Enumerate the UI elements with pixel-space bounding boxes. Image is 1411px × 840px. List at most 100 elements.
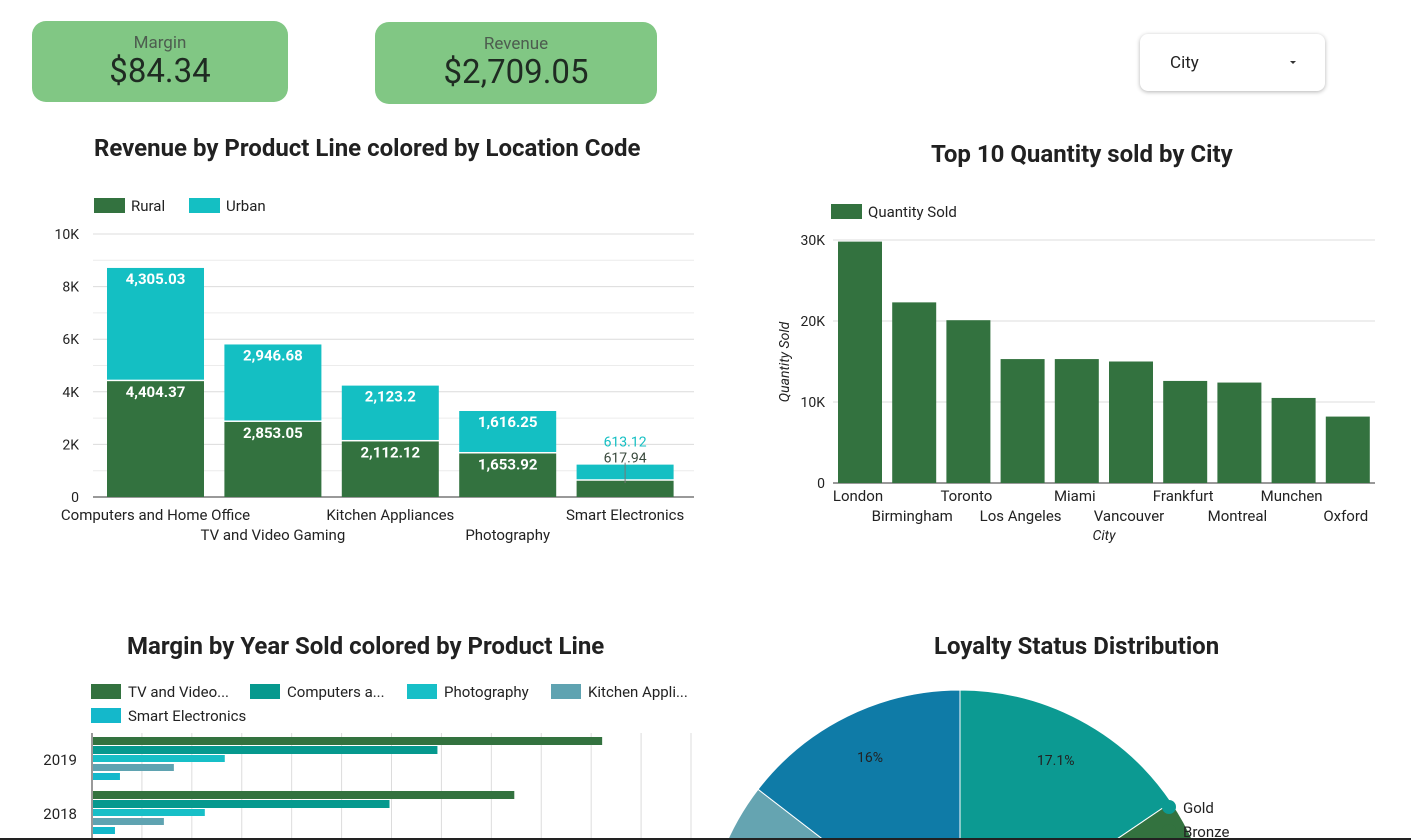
revenue-data-label-urban: 4,305.03 xyxy=(126,270,186,288)
quantity-y-tick: 30K xyxy=(800,233,825,249)
revenue-legend-label-urban: Urban xyxy=(226,197,266,215)
quantity-x-tick: Oxford xyxy=(1323,507,1368,525)
margin-legend-swatch xyxy=(250,684,280,699)
quantity-bar xyxy=(1325,416,1370,483)
revenue-bar-urban xyxy=(107,267,204,380)
margin-legend-swatch xyxy=(91,708,121,723)
revenue-bar-rural xyxy=(459,453,557,497)
loyalty-slice xyxy=(727,788,825,840)
margin-bar xyxy=(93,746,438,754)
loyalty-slice-label: 17.1% xyxy=(1037,753,1075,769)
revenue-x-tick: Kitchen Appliances xyxy=(326,506,454,524)
margin-legend-label: Computers a... xyxy=(287,683,385,701)
revenue-chart-title: Revenue by Product Line colored by Locat… xyxy=(94,134,641,162)
quantity-bar xyxy=(946,320,991,483)
city-filter-label: City xyxy=(1170,52,1199,73)
quantity-chart-title: Top 10 Quantity sold by City xyxy=(931,140,1233,168)
quantity-bar xyxy=(1271,397,1316,483)
margin-legend-label: Kitchen Appli... xyxy=(588,683,688,701)
loyalty-slice-label: 16% xyxy=(857,750,883,766)
margin-bar xyxy=(93,800,390,808)
revenue-label: Revenue xyxy=(483,34,549,54)
revenue-data-label-rural: 617.94 xyxy=(604,451,647,467)
loyalty-legend-label: Bronze xyxy=(1183,823,1229,840)
quantity-x-tick: Los Angeles xyxy=(980,507,1062,525)
quantity-legend-swatch xyxy=(831,204,862,219)
chevron-down-icon xyxy=(1290,61,1296,64)
margin-legend-swatch xyxy=(91,684,121,699)
margin-bar xyxy=(93,737,603,745)
quantity-bar xyxy=(838,241,882,483)
margin-bar xyxy=(93,755,225,762)
quantity-y-axis-label: Quantity Sold xyxy=(777,321,793,402)
quantity-x-tick: Birmingham xyxy=(872,507,953,525)
revenue-data-label-urban: 2,123.2 xyxy=(365,388,416,406)
quantity-bar xyxy=(1217,382,1262,483)
loyalty-chart-title: Loyalty Status Distribution xyxy=(934,632,1220,660)
margin-bar xyxy=(93,809,205,816)
quantity-x-tick: Frankfurt xyxy=(1153,487,1214,505)
quantity-y-tick: 20K xyxy=(800,314,825,330)
quantity-bar xyxy=(1054,359,1099,483)
revenue-bar-urban xyxy=(459,410,557,453)
margin-legend-label: Smart Electronics xyxy=(128,707,246,725)
margin-legend-swatch xyxy=(407,684,437,699)
revenue-y-tick: 0 xyxy=(71,490,79,506)
revenue-bar-rural xyxy=(576,480,674,497)
revenue-data-label-rural: 2,853.05 xyxy=(243,424,303,442)
revenue-data-label-rural: 2,112.12 xyxy=(360,443,420,461)
revenue-data-label-urban: 2,946.68 xyxy=(243,346,303,364)
revenue-y-tick: 8K xyxy=(62,280,79,296)
margin-bar xyxy=(93,818,164,825)
loyalty-legend-label: Gold xyxy=(1183,799,1214,817)
revenue-legend-swatch-urban xyxy=(189,198,220,213)
loyalty-legend-dot xyxy=(1162,800,1176,814)
margin-bar xyxy=(93,764,174,771)
quantity-x-tick: Vancouver xyxy=(1094,507,1165,525)
revenue-bar-rural xyxy=(224,421,322,497)
revenue-x-tick: TV and Video Gaming xyxy=(201,526,346,544)
loyalty-slice xyxy=(959,689,1173,840)
revenue-legend-swatch-rural xyxy=(94,198,125,213)
revenue-bar-rural xyxy=(107,381,204,497)
quantity-bar xyxy=(1000,359,1045,483)
quantity-bar xyxy=(1109,361,1153,483)
quantity-legend-label: Quantity Sold xyxy=(868,203,957,221)
margin-legend-swatch xyxy=(551,684,581,699)
revenue-value: $2,709.05 xyxy=(443,53,589,92)
revenue-bar-urban xyxy=(224,344,322,421)
quantity-bar xyxy=(1163,380,1208,483)
margin-label: Margin xyxy=(133,32,187,53)
margin-legend-label: Photography xyxy=(444,683,529,701)
revenue-data-label-rural: 1,653.92 xyxy=(478,456,538,474)
revenue-y-tick: 4K xyxy=(62,385,79,401)
revenue-bar-urban xyxy=(341,385,439,440)
revenue-legend-label-rural: Rural xyxy=(131,197,165,215)
quantity-x-axis-label: City xyxy=(1092,528,1116,544)
quantity-x-tick: Toronto xyxy=(940,487,992,505)
revenue-x-tick: Photography xyxy=(465,526,550,544)
margin-bar xyxy=(93,827,115,834)
revenue-y-tick: 10K xyxy=(54,227,79,243)
loyalty-slice xyxy=(757,689,961,840)
city-filter-dropdown[interactable]: City xyxy=(1140,34,1325,91)
revenue-data-label-rural: 4,404.37 xyxy=(126,383,186,401)
quantity-x-tick: London xyxy=(833,487,883,505)
revenue-x-tick: Smart Electronics xyxy=(566,506,684,524)
loyalty-legend-dot xyxy=(1162,824,1176,838)
revenue-y-tick: 6K xyxy=(62,332,79,348)
bottom-edge xyxy=(0,838,1411,840)
margin-legend-label: TV and Video... xyxy=(128,683,229,701)
revenue-scorecard: Revenue $2,709.05 xyxy=(375,22,657,104)
quantity-x-tick: Munchen xyxy=(1261,487,1323,505)
margin-bar xyxy=(93,791,515,799)
quantity-x-tick: Montreal xyxy=(1208,507,1268,525)
revenue-data-label-urban: 613.12 xyxy=(604,435,647,451)
quantity-bar xyxy=(892,302,937,483)
margin-chart-title: Margin by Year Sold colored by Product L… xyxy=(127,632,605,660)
revenue-y-tick: 2K xyxy=(62,437,79,453)
